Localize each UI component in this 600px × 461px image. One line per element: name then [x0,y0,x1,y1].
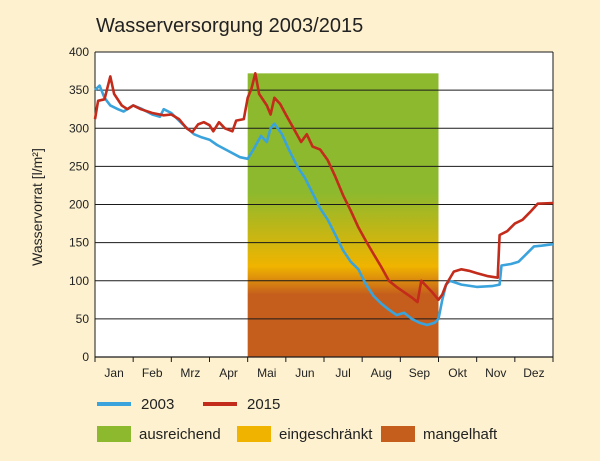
x-tick-label: Sep [409,366,431,380]
rating-band [247,73,439,357]
rating-band-rect [247,73,439,357]
x-tick-label: Dez [523,366,544,380]
grid-lines: 0 50 100 150 200 250 300 350 400 [69,45,553,364]
legend-zone-swatch [97,426,131,442]
y-tick-label: 50 [76,312,90,326]
axes: Jan Feb Mrz Apr Mai Jun Jul Aug Sep Okt Nov Dez [94,52,554,380]
y-tick-label: 350 [69,83,89,97]
y-tick-label: 200 [69,198,89,212]
x-tick-label: Jul [335,366,350,380]
series-line-2015 [93,72,554,304]
x-tick-label: Jun [295,366,314,380]
y-tick-label: 400 [69,45,89,59]
series-line-2003 [94,84,554,327]
legend-zone-swatch [381,426,415,442]
x-tick-label: Mrz [180,366,200,380]
legend: 2003 2015 ausreichend eingeschränkt mangelha… [97,396,498,443]
y-tick-label: 150 [69,236,89,250]
y-axis-label: Wasservorrat [l/m²] [29,148,45,266]
y-tick-label: 300 [69,121,89,135]
chart-title: Wasserversorgung 2003/2015 [96,15,363,37]
x-tick-label: Okt [448,366,467,380]
x-tick-label: Jan [104,366,123,380]
legend-zone-label: eingeschränkt [279,426,373,443]
x-tick-label: Aug [371,366,392,380]
legend-zone-label: ausreichend [139,426,221,443]
y-tick-label: 250 [69,159,89,173]
x-tick-label: Apr [219,366,238,380]
x-tick-label: Mai [257,366,276,380]
y-tick-label: 100 [69,274,89,288]
legend-zone-label: mangelhaft [423,426,498,443]
legend-label-2015: 2015 [247,396,280,413]
y-tick-label: 0 [82,350,89,364]
series-lines [93,72,554,327]
x-tick-label: Nov [485,366,506,380]
x-tick-label: Feb [142,366,163,380]
legend-zone-swatch [237,426,271,442]
legend-label-2003: 2003 [141,396,174,413]
